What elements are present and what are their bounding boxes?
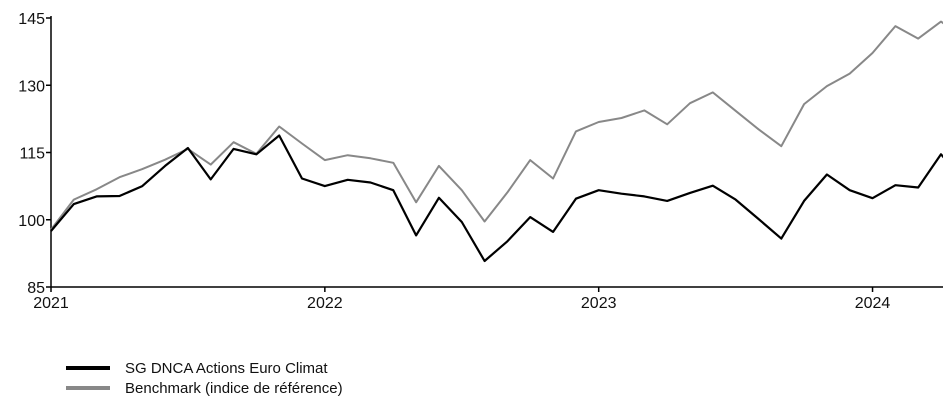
chart-axes [50, 16, 943, 288]
legend-label-benchmark: Benchmark (indice de référence) [125, 379, 343, 397]
legend-swatch-fund [66, 366, 110, 370]
legend-label-fund: SG DNCA Actions Euro Climat [125, 359, 328, 377]
legend-swatch-benchmark [66, 386, 110, 390]
x-tick-label: 2023 [581, 295, 617, 312]
chart-legend: SG DNCA Actions Euro Climat Benchmark (i… [66, 358, 343, 398]
y-tick-label: 115 [19, 146, 45, 163]
x-tick-label: 2021 [33, 295, 69, 312]
legend-item-benchmark: Benchmark (indice de référence) [66, 378, 343, 398]
line-chart: 85 100 115 130 145 2021 2022 2023 2024 [18, 11, 943, 312]
y-axis-ticks: 85 100 115 130 145 [18, 11, 51, 297]
legend-item-fund: SG DNCA Actions Euro Climat [66, 358, 343, 378]
x-axis-ticks: 2021 2022 2023 2024 [33, 287, 890, 312]
y-tick-label: 145 [18, 11, 45, 28]
y-tick-label: 130 [18, 78, 45, 95]
series-line-benchmark [50, 20, 943, 231]
x-tick-label: 2022 [307, 295, 343, 312]
y-tick-label: 100 [18, 213, 45, 230]
y-tick-label: 85 [27, 280, 45, 297]
series-line-fund [50, 134, 943, 263]
x-tick-label: 2024 [855, 295, 891, 312]
chart-series [50, 20, 943, 263]
